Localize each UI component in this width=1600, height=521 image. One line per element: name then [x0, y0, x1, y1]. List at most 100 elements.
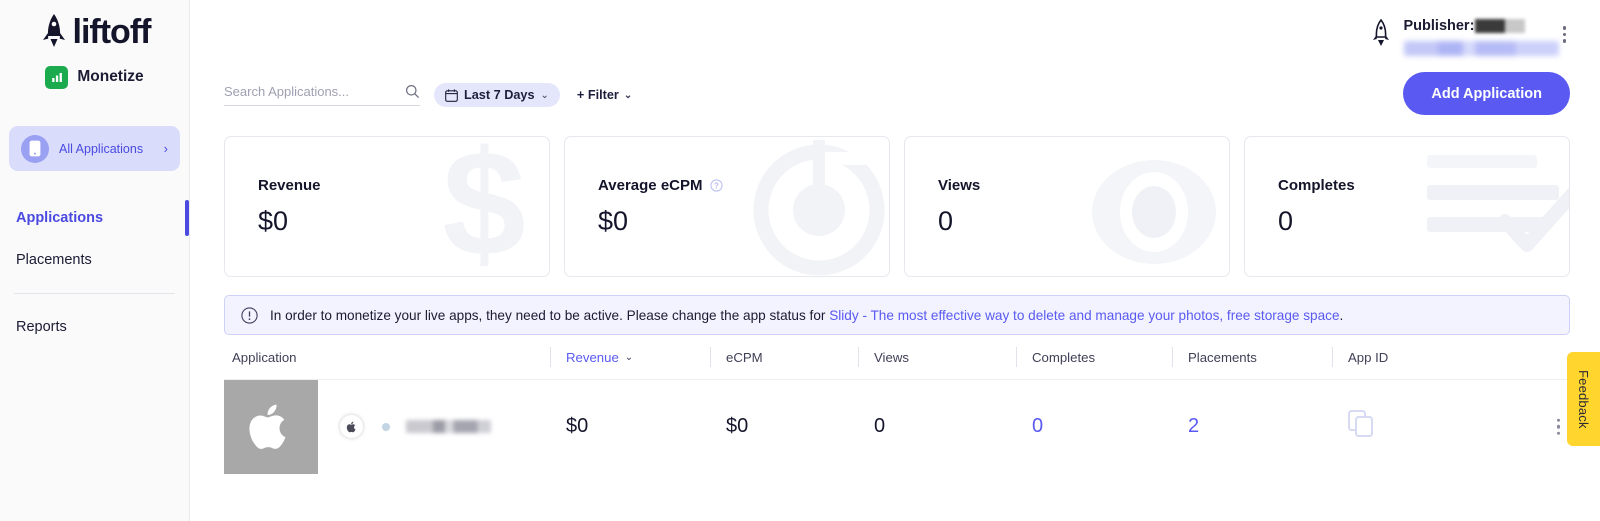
- brand-name: liftoff: [72, 12, 152, 51]
- metric-value: 0: [1278, 206, 1294, 236]
- search-input[interactable]: [224, 84, 405, 99]
- table-row[interactable]: $0 $0 0 0 2: [224, 379, 1570, 474]
- sidebar-divider: [14, 293, 175, 294]
- sidebar: liftoff Monetize All Applications ›: [0, 0, 190, 521]
- metric-title: Average eCPM ?: [598, 177, 723, 194]
- cell-revenue: $0: [566, 415, 589, 437]
- sidebar-item-label: Reports: [16, 319, 67, 335]
- column-header-app-id[interactable]: App ID: [1332, 350, 1570, 365]
- bar-chart-icon: [45, 65, 69, 89]
- mobile-phone-icon: [21, 134, 49, 163]
- publisher-name-redacted: [1475, 19, 1526, 33]
- metric-card-views: Views 0: [904, 136, 1230, 277]
- application-cell: [224, 379, 550, 474]
- filter-label: + Filter: [576, 88, 619, 102]
- applications-table: Application Revenue ⌄ eCPM Views Complet…: [224, 335, 1570, 474]
- banner-text: In order to monetize your live apps, the…: [270, 308, 1343, 323]
- metric-title: Completes: [1278, 177, 1355, 194]
- metric-card-average-ecpm: Average eCPM ? $0: [564, 136, 890, 277]
- all-applications-selector[interactable]: All Applications ›: [9, 126, 180, 171]
- publisher-id-redacted: [1403, 41, 1559, 56]
- svg-text:?: ?: [714, 181, 719, 190]
- metric-card-revenue: Revenue $0 $: [224, 136, 550, 277]
- metric-title: Revenue: [258, 177, 321, 194]
- metric-value: 0: [938, 206, 954, 236]
- exclamation-circle-icon: [241, 306, 258, 324]
- sidebar-nav: Applications Placements Reports: [0, 197, 189, 348]
- copy-icon[interactable]: [1348, 410, 1374, 438]
- search-field[interactable]: [224, 84, 420, 106]
- search-icon[interactable]: [405, 84, 420, 99]
- banner-app-link[interactable]: Slidy - The most effective way to delete…: [829, 307, 1340, 323]
- cell-app-id: [1332, 410, 1570, 443]
- feedback-tab[interactable]: Feedback: [1567, 352, 1600, 446]
- cell-completes[interactable]: 0: [1032, 415, 1044, 437]
- column-header-label: Revenue: [566, 349, 619, 365]
- banner-text-before: In order to monetize your live apps, the…: [270, 307, 830, 323]
- column-header-revenue[interactable]: Revenue ⌄: [550, 350, 710, 365]
- main-content: Publisher:: [190, 0, 1600, 521]
- filter-button[interactable]: + Filter ⌄: [577, 88, 632, 102]
- question-mark-icon[interactable]: ?: [709, 179, 723, 192]
- product-name: Monetize: [77, 68, 144, 85]
- metric-title-text: Views: [938, 177, 981, 194]
- eye-icon: [1092, 159, 1216, 264]
- add-application-button[interactable]: Add Application: [1403, 72, 1570, 115]
- metric-card-completes: Completes 0: [1244, 136, 1570, 277]
- metric-value: $0: [258, 206, 289, 236]
- sidebar-item-applications[interactable]: Applications: [0, 197, 189, 239]
- chevron-down-icon: ⌄: [540, 89, 549, 101]
- date-range-selector[interactable]: Last 7 Days ⌄: [434, 83, 560, 107]
- cell-views: 0: [874, 415, 886, 437]
- top-bar: Publisher:: [190, 0, 1600, 72]
- product-switcher[interactable]: Monetize: [0, 58, 189, 96]
- app-icon-thumbnail: [224, 379, 318, 474]
- banner-text-after: .: [1339, 307, 1344, 323]
- column-header-placements[interactable]: Placements: [1172, 350, 1332, 365]
- metric-title-text: Revenue: [258, 177, 321, 194]
- status-banner: In order to monetize your live apps, the…: [224, 295, 1570, 335]
- publisher-label: Publisher:: [1403, 18, 1475, 34]
- publisher-info[interactable]: Publisher:: [1370, 12, 1559, 56]
- column-header-application[interactable]: Application: [232, 349, 297, 365]
- brand-logo[interactable]: liftoff: [0, 0, 189, 58]
- metric-title-text: Average eCPM: [598, 177, 703, 194]
- cell-placements[interactable]: 2: [1188, 415, 1200, 437]
- metric-title-text: Completes: [1278, 177, 1355, 194]
- dollar-sign-icon: $: [442, 137, 525, 277]
- chevron-down-icon: ⌄: [624, 351, 634, 363]
- sidebar-item-label: Applications: [16, 210, 104, 226]
- column-header-ecpm[interactable]: eCPM: [710, 350, 858, 365]
- chevron-down-icon: ⌄: [623, 89, 633, 101]
- metric-value: $0: [598, 206, 629, 236]
- platform-apple-badge: [340, 415, 363, 438]
- checklist-icon: [1427, 154, 1569, 252]
- metric-title: Views: [938, 177, 980, 194]
- status-indicator-dot: [382, 422, 390, 431]
- publisher-line: Publisher:: [1404, 18, 1559, 34]
- target-icon: [753, 139, 885, 275]
- column-header-completes[interactable]: Completes: [1016, 350, 1172, 365]
- rocket-icon: [42, 14, 65, 47]
- svg-text:$: $: [442, 137, 525, 277]
- all-applications-label: All Applications: [59, 141, 144, 156]
- kebab-menu-icon[interactable]: [1559, 16, 1571, 53]
- feedback-label: Feedback: [1576, 369, 1591, 429]
- toolbar: Last 7 Days ⌄ + Filter ⌄ Add Application: [190, 72, 1600, 118]
- publisher-text: Publisher:: [1403, 12, 1559, 56]
- column-header-views[interactable]: Views: [858, 350, 1016, 365]
- app-name-redacted: [406, 420, 491, 433]
- sidebar-item-label: Placements: [16, 252, 92, 268]
- chevron-right-icon: ›: [163, 141, 168, 156]
- row-menu-icon[interactable]: [1553, 410, 1565, 443]
- table-header-row: Application Revenue ⌄ eCPM Views Complet…: [224, 335, 1570, 379]
- sidebar-item-reports[interactable]: Reports: [0, 306, 189, 348]
- apple-logo-icon: [346, 421, 355, 432]
- rocket-icon: [1372, 19, 1389, 46]
- metric-cards: Revenue $0 $ Average eCPM ? $0: [190, 118, 1600, 277]
- sidebar-item-placements[interactable]: Placements: [0, 239, 189, 281]
- calendar-icon: [445, 88, 458, 102]
- cell-ecpm: $0: [726, 415, 749, 437]
- date-range-label: Last 7 Days: [464, 88, 535, 102]
